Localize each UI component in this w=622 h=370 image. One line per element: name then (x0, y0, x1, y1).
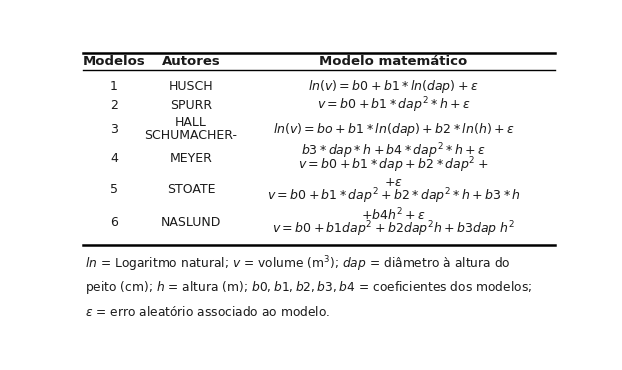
Text: Modelo matemático: Modelo matemático (319, 55, 468, 68)
Text: Modelos: Modelos (83, 55, 146, 68)
Text: $\mathit{ln(v) = bo+b1*ln(dap)+b2*ln(h) + \varepsilon}$: $\mathit{ln(v) = bo+b1*ln(dap)+b2*ln(h) … (272, 121, 514, 138)
Text: 2: 2 (110, 98, 118, 112)
Text: MEYER: MEYER (170, 152, 213, 165)
Text: NASLUND: NASLUND (161, 216, 221, 229)
Text: $\mathit{v = b0 + b1dap^2 + b2dap^2h + b3dap\ h^2}$: $\mathit{v = b0 + b1dap^2 + b2dap^2h + b… (272, 219, 515, 239)
Text: 3: 3 (110, 122, 118, 135)
Text: $\mathit{v = b0 + b1*dap + b2*dap^2 +}$: $\mathit{v = b0 + b1*dap + b2*dap^2 +}$ (298, 155, 489, 175)
Text: $\mathit{ln(v) = b0 + b1*ln(dap) + \varepsilon}$: $\mathit{ln(v) = b0 + b1*ln(dap) + \vare… (309, 78, 479, 95)
Text: peito (cm); $\mathit{h}$ = altura (m); $\mathit{b0, b1, b2, b3, b4}$ = coeficien: peito (cm); $\mathit{h}$ = altura (m); $… (85, 279, 532, 296)
Text: 1: 1 (110, 80, 118, 93)
Text: HALL: HALL (175, 116, 207, 129)
Text: $\mathit{b3*dap*h +b4*dap^2*h + \varepsilon}$: $\mathit{b3*dap*h +b4*dap^2*h + \varepsi… (301, 142, 486, 161)
Text: 5: 5 (110, 183, 118, 196)
Text: $\varepsilon$ = erro aleatório associado ao modelo.: $\varepsilon$ = erro aleatório associado… (85, 305, 330, 319)
Text: $\mathit{v = b0 + b1*dap^2 + b2*dap^2*h + b3*h}$: $\mathit{v = b0 + b1*dap^2 + b2*dap^2*h … (267, 186, 521, 206)
Text: $\mathit{ln}$ = Logaritmo natural; $\mathit{v}$ = volume (m$^3$); $\mathit{dap}$: $\mathit{ln}$ = Logaritmo natural; $\mat… (85, 255, 511, 274)
Text: 4: 4 (110, 152, 118, 165)
Text: $\mathit{+ \varepsilon}$: $\mathit{+ \varepsilon}$ (384, 176, 403, 189)
Text: $\mathit{v = b0 + b1*dap^2*h + \varepsilon}$: $\mathit{v = b0 + b1*dap^2*h + \varepsil… (317, 95, 470, 115)
Text: SCHUMACHER-: SCHUMACHER- (144, 130, 238, 142)
Text: STOATE: STOATE (167, 183, 215, 196)
Text: Autores: Autores (162, 55, 220, 68)
Text: $\mathit{+b4h^2 + \varepsilon}$: $\mathit{+b4h^2 + \varepsilon}$ (361, 207, 426, 223)
Text: 6: 6 (110, 216, 118, 229)
Text: HUSCH: HUSCH (169, 80, 213, 93)
Text: SPURR: SPURR (170, 98, 212, 112)
